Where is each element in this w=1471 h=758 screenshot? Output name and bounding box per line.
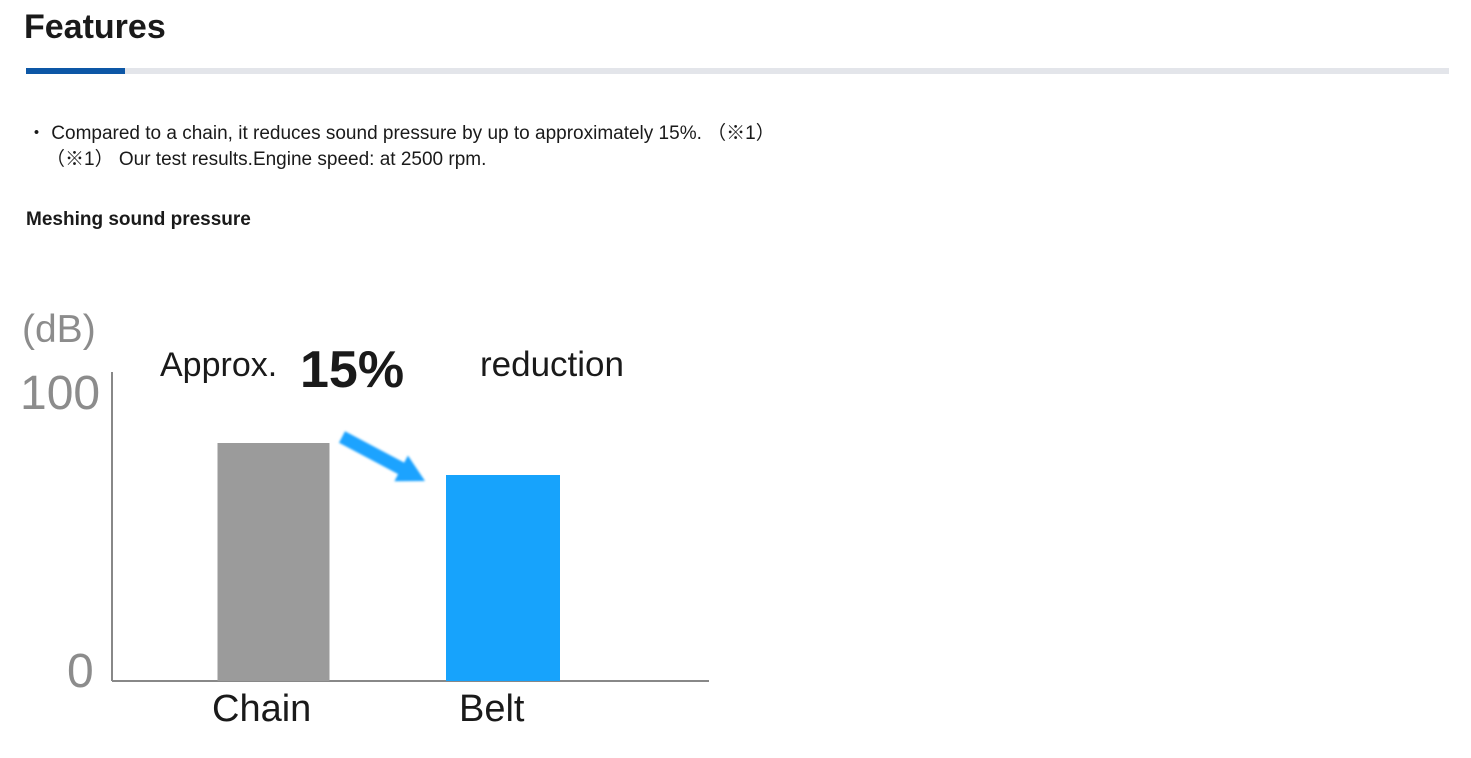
svg-text:(dB): (dB) <box>22 308 96 351</box>
svg-text:Chain: Chain <box>212 688 311 730</box>
svg-text:Belt: Belt <box>459 688 525 730</box>
svg-text:reduction: reduction <box>480 345 624 384</box>
svg-text:0: 0 <box>67 645 94 698</box>
svg-text:100: 100 <box>20 367 100 420</box>
svg-text:15%: 15% <box>300 341 404 399</box>
svg-text:Approx.: Approx. <box>160 346 277 384</box>
